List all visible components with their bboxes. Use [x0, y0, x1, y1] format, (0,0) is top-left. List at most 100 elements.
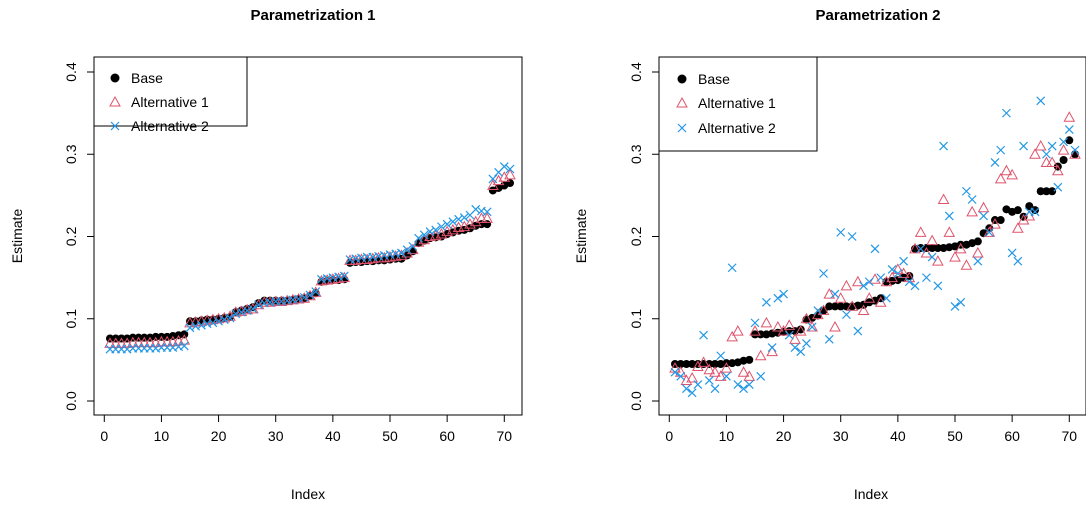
- y-tick-label: 0.4: [628, 62, 644, 82]
- legend-marker-base: [677, 74, 687, 84]
- data-point-alternative-2: [824, 334, 834, 344]
- data-point-alternative-2: [727, 263, 737, 273]
- data-point-alternative-2: [242, 306, 252, 315]
- data-point-alternative-2: [910, 281, 920, 291]
- data-point-alternative-1: [960, 259, 973, 270]
- data-point-alternative-2: [744, 380, 754, 389]
- data-point-alternative-1: [834, 292, 847, 303]
- data-point-alternative-2: [670, 367, 680, 377]
- data-point-alternative-2: [397, 248, 406, 258]
- data-point-alternative-2: [237, 307, 246, 317]
- data-point-alternative-1: [1040, 156, 1053, 167]
- x-tick-label: 40: [890, 428, 906, 444]
- data-point-base: [682, 359, 691, 368]
- data-point-alternative-2: [1013, 256, 1023, 266]
- data-point-alternative-1: [943, 226, 956, 237]
- data-point-alternative-1: [161, 335, 173, 347]
- data-point-alternative-2: [179, 341, 189, 351]
- data-point-alternative-2: [790, 343, 800, 352]
- legend-marker-alternative-1: [109, 95, 121, 107]
- y-tick-label: 0.3: [63, 144, 79, 164]
- data-point-base: [1013, 206, 1022, 215]
- data-point-alternative-1: [498, 171, 511, 182]
- data-point-alternative-1: [492, 174, 505, 186]
- data-point-alternative-2: [1007, 248, 1017, 258]
- data-point-alternative-2: [682, 384, 691, 394]
- data-point-alternative-2: [505, 164, 515, 174]
- data-point-alternative-2: [933, 281, 943, 291]
- data-point-alternative-2: [311, 287, 321, 297]
- data-point-base: [676, 359, 685, 368]
- data-point-alternative-1: [794, 325, 807, 336]
- y-axis: 0.0 0.1 0.2 0.3 0.4: [63, 62, 94, 411]
- data-point-alternative-1: [481, 212, 493, 223]
- x-tick-label: 0: [100, 428, 108, 444]
- x-tick-label: 60: [439, 428, 455, 444]
- legend-label-base: Base: [698, 71, 730, 87]
- y-tick-label: 0.0: [628, 391, 644, 411]
- data-point-alternative-1: [1000, 164, 1013, 176]
- data-point-alternative-2: [922, 273, 931, 283]
- data-point-alternative-2: [1036, 96, 1046, 106]
- data-point-alternative-2: [1059, 137, 1068, 147]
- legend-label-base: Base: [131, 70, 163, 86]
- data-point-alternative-2: [471, 204, 481, 214]
- data-point-alternative-1: [972, 246, 984, 258]
- data-point-alternative-1: [954, 242, 967, 254]
- data-point-alternative-2: [984, 227, 994, 237]
- data-point-alternative-2: [773, 293, 783, 303]
- data-point-alternative-2: [448, 217, 458, 227]
- data-point-alternative-2: [419, 230, 429, 240]
- legend-label-alternative-2: Alternative 2: [131, 118, 209, 134]
- data-point-alternative-2: [750, 318, 760, 328]
- data-point-alternative-1: [977, 201, 990, 213]
- data-point-alternative-1: [344, 254, 356, 265]
- data-point-alternative-2: [402, 245, 412, 255]
- data-point-alternative-1: [749, 325, 761, 336]
- data-point-alternative-1: [732, 325, 744, 336]
- data-points-layer: [669, 96, 1081, 398]
- data-point-alternative-2: [853, 326, 863, 336]
- data-point-alternative-2: [733, 380, 743, 389]
- data-point-alternative-2: [248, 304, 258, 314]
- data-point-alternative-2: [870, 244, 880, 254]
- x-tick-label: 70: [1061, 428, 1077, 444]
- data-point-alternative-1: [1029, 148, 1041, 159]
- data-point-alternative-2: [1064, 125, 1074, 134]
- legend-label-alternative-1: Alternative 1: [698, 95, 776, 111]
- data-point-alternative-2: [779, 289, 788, 299]
- x-tick-label: 20: [211, 428, 227, 444]
- data-point-alternative-2: [807, 322, 817, 332]
- data-point-alternative-1: [823, 288, 836, 299]
- data-point-alternative-2: [459, 213, 469, 223]
- data-point-alternative-1: [458, 220, 471, 232]
- y-tick-label: 0.2: [63, 227, 79, 247]
- data-point-alternative-1: [686, 371, 698, 383]
- legend-entry-base: Base: [677, 71, 730, 87]
- data-point-alternative-2: [767, 343, 777, 352]
- data-point-alternative-1: [754, 349, 767, 361]
- y-tick-label: 0.1: [628, 309, 644, 329]
- data-point-alternative-1: [252, 298, 265, 310]
- data-point-alternative-2: [859, 281, 868, 291]
- data-point-alternative-2: [687, 388, 697, 398]
- data-point-base: [836, 302, 845, 311]
- data-point-alternative-1: [766, 345, 778, 357]
- data-point-alternative-1: [897, 267, 910, 279]
- data-point-alternative-2: [802, 339, 811, 348]
- data-point-alternative-1: [1052, 164, 1064, 176]
- data-point-alternative-1: [909, 242, 921, 254]
- legend-entry-alternative-2: Alternative 2: [110, 118, 209, 134]
- data-point-base: [711, 359, 719, 368]
- data-point-alternative-2: [1002, 108, 1011, 118]
- data-point-alternative-2: [197, 320, 206, 330]
- data-point-alternative-2: [231, 309, 241, 319]
- data-point-alternative-2: [185, 323, 195, 333]
- data-point-alternative-1: [144, 336, 156, 348]
- data-point-base: [745, 355, 754, 364]
- x-tick-label: 40: [325, 428, 341, 444]
- data-point-alternative-2: [1070, 145, 1080, 155]
- x-axis-label: Index: [291, 486, 325, 502]
- data-point-alternative-2: [699, 330, 708, 340]
- data-point-alternative-2: [305, 290, 315, 300]
